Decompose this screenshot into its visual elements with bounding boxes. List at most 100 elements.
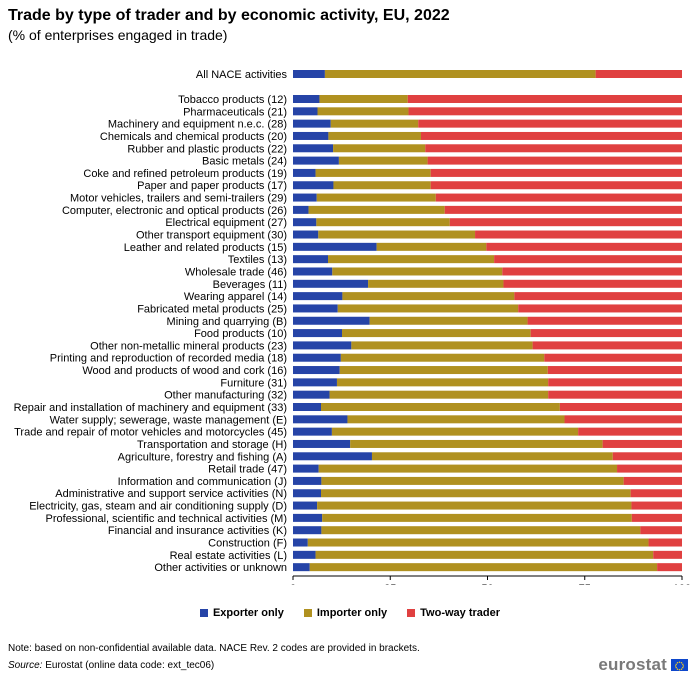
eu-stars-icon bbox=[675, 661, 684, 671]
bar-two-way-trader-rubber-and-plastic-products-22 bbox=[425, 144, 682, 153]
category-label-electricity-gas-steam-and-air-conditioning-supply-d: Electricity, gas, steam and air conditio… bbox=[29, 501, 287, 513]
category-label-other-manufacturing-32: Other manufacturing (32) bbox=[164, 390, 287, 402]
bar-importer-only-all-nace-activities bbox=[324, 70, 596, 78]
bar-two-way-trader-coke-and-refined-petroleum-products-19 bbox=[430, 168, 682, 177]
bar-two-way-trader-printing-and-reproduction-of-recorded-media-18 bbox=[544, 353, 682, 362]
bar-two-way-trader-information-and-communication-j bbox=[623, 476, 682, 485]
bar-two-way-trader-construction-f bbox=[648, 538, 682, 547]
bar-two-way-trader-computer-electronic-and-optical-products-26 bbox=[444, 205, 682, 214]
category-label-retail-trade-47: Retail trade (47) bbox=[208, 464, 287, 476]
bar-importer-only-computer-electronic-and-optical-products-26 bbox=[308, 205, 445, 214]
bar-importer-only-tobacco-products-12 bbox=[319, 95, 408, 103]
bar-importer-only-motor-vehicles-trailers-and-semi-trailers-29 bbox=[316, 193, 436, 202]
x-tick-label-100: 100 bbox=[673, 583, 691, 585]
category-label-food-products-10: Food products (10) bbox=[194, 328, 287, 340]
legend-item-exporter: Exporter only bbox=[199, 607, 284, 619]
bar-exporter-only-other-transport-equipment-30 bbox=[293, 230, 319, 239]
x-tick-label-75: 75 bbox=[579, 583, 591, 585]
bar-exporter-only-other-activities-or-unknown bbox=[293, 563, 310, 572]
eurostat-logo-text: eurostat bbox=[598, 655, 667, 674]
bar-exporter-only-furniture-31 bbox=[293, 378, 337, 387]
source-text: Eurostat (online data code: ext_tec06) bbox=[42, 660, 215, 671]
bar-two-way-trader-transportation-and-storage-h bbox=[602, 439, 682, 448]
category-label-other-activities-or-unknown: Other activities or unknown bbox=[154, 562, 287, 574]
bar-importer-only-other-activities-or-unknown bbox=[309, 563, 658, 572]
bar-two-way-trader-wearing-apparel-14 bbox=[514, 292, 682, 301]
bar-exporter-only-pharmaceuticals-21 bbox=[293, 107, 318, 116]
bar-exporter-only-printing-and-reproduction-of-recorded-media-18 bbox=[293, 353, 341, 362]
bar-importer-only-water-supply-sewerage-waste-management-e bbox=[347, 415, 565, 424]
bar-two-way-trader-retail-trade-47 bbox=[617, 464, 682, 473]
bar-exporter-only-paper-and-paper-products-17 bbox=[293, 181, 334, 190]
bar-two-way-trader-food-products-10 bbox=[530, 329, 682, 338]
legend-item-importer: Importer only bbox=[303, 607, 387, 619]
category-label-machinery-and-equipment-n-e-c-28: Machinery and equipment n.e.c. (28) bbox=[108, 119, 287, 131]
bar-two-way-trader-pharmaceuticals-21 bbox=[408, 107, 682, 116]
bar-exporter-only-coke-and-refined-petroleum-products-19 bbox=[293, 168, 316, 177]
bar-exporter-only-machinery-and-equipment-n-e-c-28 bbox=[293, 119, 331, 128]
bar-exporter-only-basic-metals-24 bbox=[293, 156, 339, 165]
bar-two-way-trader-repair-and-installation-of-machinery-and-equipment-33 bbox=[559, 403, 682, 411]
bar-importer-only-pharmaceuticals-21 bbox=[317, 107, 409, 116]
legend-label-two-way: Two-way trader bbox=[420, 607, 501, 619]
bar-exporter-only-wearing-apparel-14 bbox=[293, 292, 343, 301]
bar-exporter-only-wood-and-products-of-wood-and-cork-16 bbox=[293, 366, 340, 375]
bar-exporter-only-other-manufacturing-32 bbox=[293, 390, 330, 399]
bar-exporter-only-retail-trade-47 bbox=[293, 464, 319, 473]
bar-exporter-only-professional-scientific-and-technical-activities-m bbox=[293, 513, 323, 522]
bar-exporter-only-real-estate-activities-l bbox=[293, 550, 316, 559]
bar-exporter-only-mining-and-quarrying-b bbox=[293, 316, 370, 325]
bar-exporter-only-wholesale-trade-46 bbox=[293, 267, 333, 276]
category-label-other-transport-equipment-30: Other transport equipment (30) bbox=[136, 230, 287, 242]
bar-importer-only-real-estate-activities-l bbox=[315, 550, 654, 559]
bar-exporter-only-transportation-and-storage-h bbox=[293, 439, 351, 448]
bar-two-way-trader-electrical-equipment-27 bbox=[449, 218, 682, 227]
category-label-tobacco-products-12: Tobacco products (12) bbox=[178, 94, 287, 106]
category-label-agriculture-forestry-and-fishing-a: Agriculture, forestry and fishing (A) bbox=[118, 451, 287, 463]
category-label-repair-and-installation-of-machinery-and-equipment-33: Repair and installation of machinery and… bbox=[14, 402, 287, 414]
eu-flag-icon bbox=[671, 659, 688, 671]
category-label-pharmaceuticals-21: Pharmaceuticals (21) bbox=[183, 106, 287, 118]
bar-exporter-only-other-non-metallic-mineral-products-23 bbox=[293, 341, 352, 350]
bar-exporter-only-textiles-13 bbox=[293, 255, 329, 264]
bar-importer-only-financial-and-insurance-activities-k bbox=[321, 526, 641, 535]
bar-importer-only-textiles-13 bbox=[328, 255, 495, 264]
category-label-printing-and-reproduction-of-recorded-media-18: Printing and reproduction of recorded me… bbox=[50, 353, 287, 365]
category-label-electrical-equipment-27: Electrical equipment (27) bbox=[165, 217, 287, 229]
bar-two-way-trader-financial-and-insurance-activities-k bbox=[640, 526, 682, 535]
legend-swatch-two-way bbox=[407, 609, 416, 617]
bar-importer-only-leather-and-related-products-15 bbox=[376, 242, 487, 251]
category-label-furniture-31: Furniture (31) bbox=[220, 377, 287, 389]
bar-importer-only-professional-scientific-and-technical-activities-m bbox=[322, 513, 632, 522]
chart-title: Trade by type of trader and by economic … bbox=[8, 7, 450, 24]
bar-importer-only-transportation-and-storage-h bbox=[350, 439, 603, 448]
legend-label-exporter: Exporter only bbox=[212, 607, 284, 619]
bar-two-way-trader-other-activities-or-unknown bbox=[657, 563, 682, 572]
bar-importer-only-trade-and-repair-of-motor-vehicles-and-motorcycles-45 bbox=[331, 427, 579, 436]
bar-exporter-only-food-products-10 bbox=[293, 329, 343, 338]
bar-two-way-trader-machinery-and-equipment-n-e-c-28 bbox=[418, 119, 682, 128]
category-label-wholesale-trade-46: Wholesale trade (46) bbox=[185, 266, 287, 278]
bar-importer-only-coke-and-refined-petroleum-products-19 bbox=[315, 168, 431, 177]
category-label-administrative-and-support-service-activities-n: Administrative and support service activ… bbox=[55, 488, 287, 500]
category-label-wood-and-products-of-wood-and-cork-16: Wood and products of wood and cork (16) bbox=[82, 365, 287, 377]
bar-importer-only-wholesale-trade-46 bbox=[332, 267, 503, 276]
bar-two-way-trader-other-manufacturing-32 bbox=[548, 390, 682, 399]
bar-exporter-only-agriculture-forestry-and-fishing-a bbox=[293, 452, 372, 461]
category-label-wearing-apparel-14: Wearing apparel (14) bbox=[184, 291, 287, 303]
bar-two-way-trader-textiles-13 bbox=[494, 255, 682, 264]
bar-two-way-trader-administrative-and-support-service-activities-n bbox=[630, 489, 682, 498]
bar-two-way-trader-real-estate-activities-l bbox=[653, 550, 682, 559]
category-label-all-nace-activities: All NACE activities bbox=[196, 69, 288, 81]
bar-importer-only-fabricated-metal-products-25 bbox=[337, 304, 519, 313]
bar-exporter-only-repair-and-installation-of-machinery-and-equipment-33 bbox=[293, 403, 322, 411]
bar-exporter-only-computer-electronic-and-optical-products-26 bbox=[293, 205, 309, 214]
bar-exporter-only-rubber-and-plastic-products-22 bbox=[293, 144, 334, 153]
category-label-computer-electronic-and-optical-products-26: Computer, electronic and optical product… bbox=[62, 205, 287, 217]
bar-two-way-trader-basic-metals-24 bbox=[427, 156, 682, 165]
category-label-beverages-11: Beverages (11) bbox=[213, 279, 287, 291]
bar-exporter-only-electricity-gas-steam-and-air-conditioning-supply-d bbox=[293, 501, 318, 510]
x-tick-label-0: 0 bbox=[290, 583, 296, 585]
bar-importer-only-agriculture-forestry-and-fishing-a bbox=[371, 452, 613, 461]
bar-two-way-trader-tobacco-products-12 bbox=[407, 95, 682, 103]
